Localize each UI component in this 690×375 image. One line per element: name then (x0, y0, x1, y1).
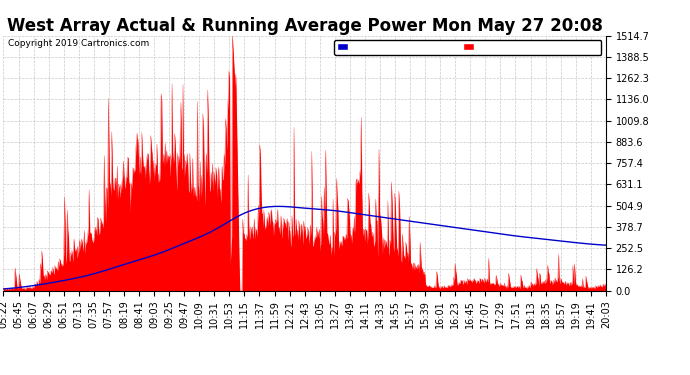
Title: West Array Actual & Running Average Power Mon May 27 20:08: West Array Actual & Running Average Powe… (7, 18, 602, 36)
Legend: Average  (DC Watts), West Array  (DC Watts): Average (DC Watts), West Array (DC Watts… (334, 40, 601, 54)
Text: Copyright 2019 Cartronics.com: Copyright 2019 Cartronics.com (8, 39, 150, 48)
